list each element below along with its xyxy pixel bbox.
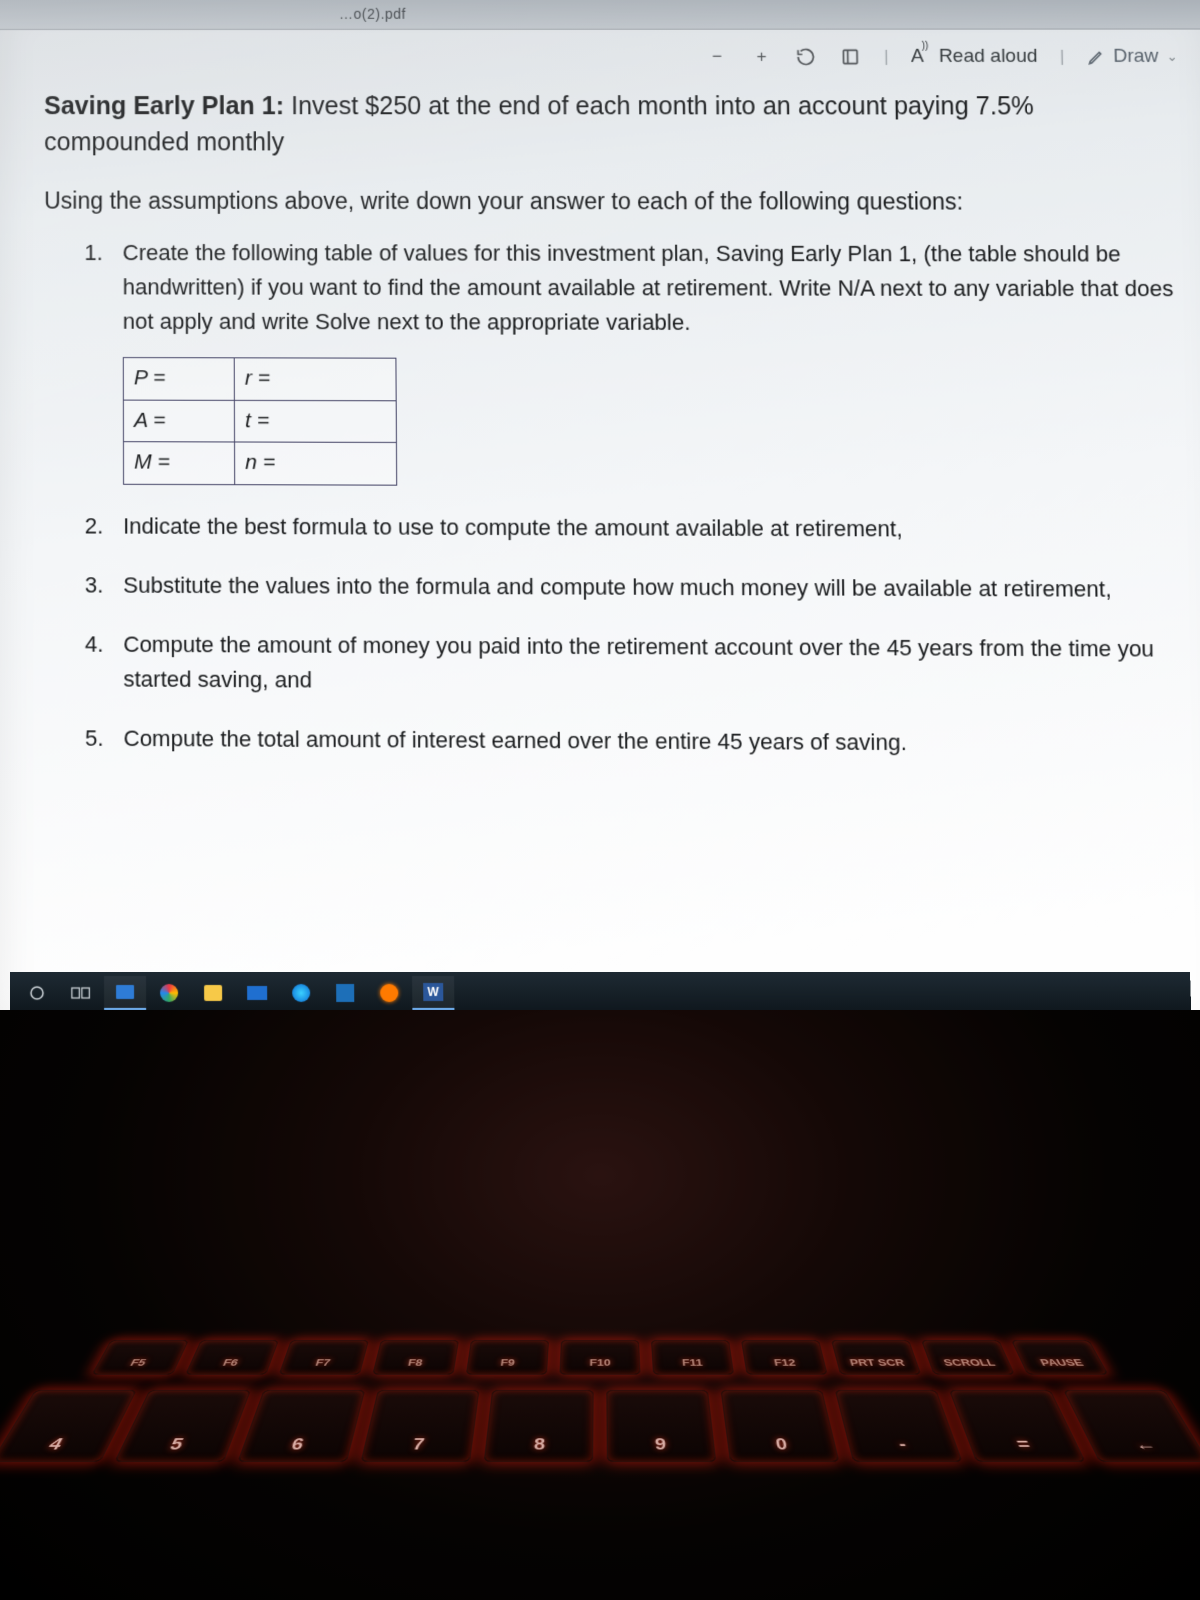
taskbar-app[interactable] [104, 976, 146, 1010]
toolbar-separator: | [884, 47, 889, 67]
pdf-viewer-screen: …o(2).pdf − + | A)) Read aloud | Draw ⌄ … [0, 0, 1200, 1035]
word-icon: W [423, 983, 443, 1001]
key-num[interactable]: 4 [0, 1390, 137, 1462]
file-name: …o(2).pdf [339, 6, 406, 22]
taskbar-app-word[interactable]: W [412, 976, 454, 1010]
taskbar-app[interactable] [192, 976, 234, 1010]
question-1: Create the following table of values for… [123, 236, 1184, 488]
key-fn[interactable]: F9 [466, 1340, 549, 1375]
key-num[interactable]: = [949, 1390, 1086, 1462]
document-page: Saving Early Plan 1: Invest $250 at the … [44, 88, 1189, 787]
key-fn[interactable]: F12 [741, 1340, 828, 1375]
keyboard-fn-row: F5 F6 F7 F8 F9 F10 F11 F12 PRT SCR SCROL… [0, 1340, 1200, 1379]
taskbar-app[interactable] [280, 976, 322, 1010]
keyboard: F5 F6 F7 F8 F9 F10 F11 F12 PRT SCR SCROL… [0, 1340, 1200, 1568]
plan-title-bold: Saving Early Plan 1: [44, 92, 284, 120]
key-fn[interactable]: SCROLL [921, 1340, 1015, 1375]
pencil-icon [1087, 48, 1106, 66]
edge-icon [292, 984, 310, 1002]
question-2: Indicate the best formula to use to comp… [123, 509, 1185, 548]
draw-button[interactable]: Draw ⌄ [1087, 46, 1178, 68]
cell-r: r = [234, 358, 396, 401]
cell-t: t = [234, 400, 396, 443]
pdf-toolbar: − + | A)) Read aloud | Draw ⌄ [706, 46, 1178, 68]
key-fn[interactable]: F7 [279, 1340, 369, 1375]
key-fn[interactable]: F8 [372, 1340, 459, 1375]
zoom-out-button[interactable]: − [706, 46, 729, 68]
read-aloud-button[interactable]: A)) Read aloud [911, 46, 1038, 68]
store-icon [204, 985, 222, 1001]
key-num[interactable]: 9 [606, 1390, 716, 1462]
cell-A: A = [123, 400, 234, 442]
task-view-button[interactable] [60, 976, 102, 1010]
read-aloud-prefix: A)) [911, 46, 931, 68]
key-backspace[interactable]: ← [1063, 1390, 1200, 1462]
chrome-icon [160, 984, 178, 1002]
key-fn[interactable]: F10 [559, 1340, 640, 1375]
fit-page-icon[interactable] [839, 46, 862, 68]
mail-icon [247, 986, 267, 1000]
question-4: Compute the amount of money you paid int… [123, 627, 1187, 702]
table-row: M = n = [123, 442, 396, 485]
taskbar-app[interactable] [148, 976, 190, 1010]
start-button[interactable] [16, 976, 58, 1010]
cell-M: M = [123, 442, 234, 485]
key-fn[interactable]: PRT SCR [831, 1340, 921, 1375]
taskbar-app[interactable] [368, 976, 410, 1010]
variable-table: P = r = A = t = M = n = [123, 357, 397, 485]
window-titlebar: …o(2).pdf [0, 0, 1200, 30]
instructions-lead: Using the assumptions above, write down … [44, 183, 1179, 219]
firefox-icon [380, 984, 398, 1002]
question-3: Substitute the values into the formula a… [123, 568, 1186, 607]
key-num[interactable]: - [835, 1390, 963, 1462]
cell-n: n = [235, 442, 397, 485]
table-row: A = t = [123, 400, 396, 443]
key-num[interactable]: 8 [484, 1390, 594, 1462]
key-num[interactable]: 5 [114, 1390, 251, 1462]
task-view-icon [71, 985, 91, 1001]
file-explorer-icon [116, 985, 134, 999]
windows-icon [28, 984, 46, 1002]
toolbar-separator: | [1060, 47, 1065, 67]
key-fn[interactable]: F11 [651, 1340, 734, 1375]
keyboard-number-row: 4 5 6 7 8 9 0 - = ← [0, 1390, 1200, 1467]
plan-title: Saving Early Plan 1: Invest $250 at the … [44, 88, 1178, 162]
key-num[interactable]: 0 [721, 1390, 840, 1462]
question-1-text: Create the following table of values for… [123, 240, 1174, 335]
rotate-icon[interactable] [795, 46, 818, 68]
windows-taskbar: W [10, 972, 1191, 1014]
key-num[interactable]: 7 [361, 1390, 480, 1462]
taskbar-app[interactable] [236, 976, 278, 1010]
taskbar-app[interactable] [324, 976, 366, 1010]
question-list: Create the following table of values for… [44, 236, 1189, 763]
key-fn[interactable]: F5 [91, 1340, 189, 1375]
zoom-in-button[interactable]: + [750, 46, 773, 68]
cell-P: P = [123, 358, 234, 400]
question-5: Compute the total amount of interest ear… [123, 722, 1188, 763]
key-num[interactable]: 6 [237, 1390, 365, 1462]
app-icon [336, 984, 354, 1002]
key-fn[interactable]: PAUSE [1011, 1340, 1109, 1375]
read-aloud-label: Read aloud [939, 46, 1038, 68]
chevron-down-icon: ⌄ [1167, 49, 1178, 65]
table-row: P = r = [123, 358, 396, 401]
draw-label: Draw [1113, 46, 1159, 68]
key-fn[interactable]: F6 [185, 1340, 279, 1375]
